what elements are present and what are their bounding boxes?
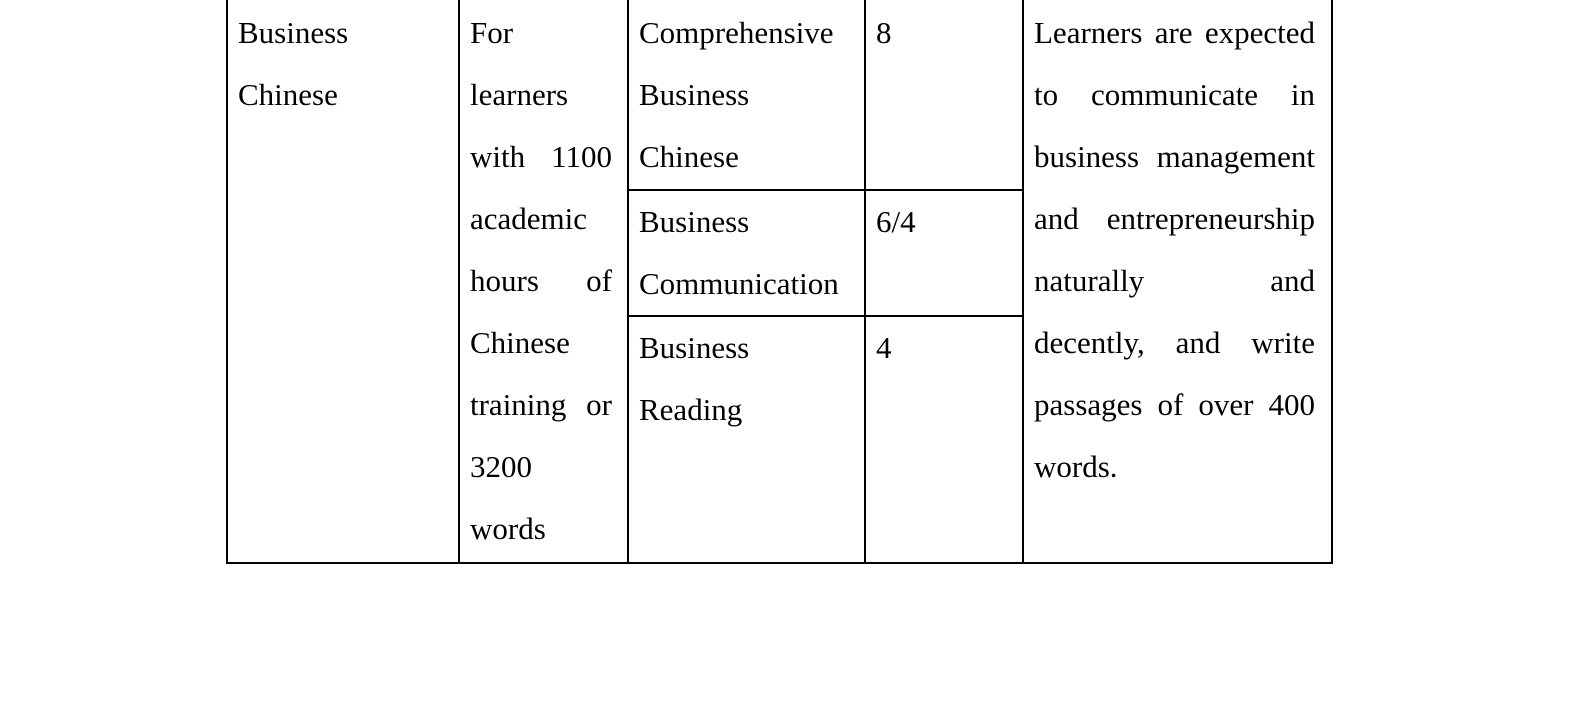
cell-course-hours-2: 6/4 <box>864 189 1022 315</box>
cell-course-name-1: Comprehensive Business Chinese <box>627 0 864 189</box>
text-line: Chinese <box>639 139 739 174</box>
text-line: decently, and write <box>1034 325 1315 360</box>
text-line: For <box>470 15 514 50</box>
text-line: Comprehensive <box>639 15 834 50</box>
cell-learning-outcome: Learners are expected to communicate in busine… <box>1022 0 1331 562</box>
text-line: Business <box>639 330 750 365</box>
text-line: Business <box>639 77 750 112</box>
text-line: Learners are expected <box>1034 15 1315 50</box>
cell-audience-description: For learners with 1100 academic hours of Chines… <box>458 0 627 562</box>
cell-course-name-2: Business Communication <box>627 189 864 315</box>
cell-course-hours-1: 8 <box>864 0 1022 189</box>
cell-course-name-3: Business Reading <box>627 315 864 562</box>
text-line: 3200 <box>470 449 532 484</box>
course-table: Business Chinese For learners with 1100 acade… <box>226 0 1333 564</box>
text-line: Communication <box>639 266 839 301</box>
text-line: Chinese <box>470 325 570 360</box>
text-line: hours of <box>470 263 612 298</box>
text-line: learners <box>470 77 569 112</box>
text-line: Business <box>639 204 750 239</box>
hours-value: 8 <box>876 15 892 50</box>
cell-program-name: Business Chinese <box>228 0 458 562</box>
text-line: business management <box>1034 139 1315 174</box>
text-line: words <box>470 511 546 546</box>
text-line: passages of over 400 <box>1034 387 1315 422</box>
text-line: words. <box>1034 449 1118 484</box>
text-line: Reading <box>639 392 743 427</box>
text-line: academic <box>470 201 588 236</box>
text-line: Chinese <box>238 77 338 112</box>
text-line: with 1100 <box>470 139 612 174</box>
text-line: and entrepreneurship <box>1034 201 1315 236</box>
hours-value: 4 <box>876 330 892 365</box>
text-line: naturally and <box>1034 263 1315 298</box>
hours-value: 6/4 <box>876 204 916 239</box>
cell-course-hours-3: 4 <box>864 315 1022 562</box>
text-line: training or <box>470 387 612 422</box>
text-line: to communicate in <box>1034 77 1315 112</box>
text-line: Business <box>238 15 349 50</box>
